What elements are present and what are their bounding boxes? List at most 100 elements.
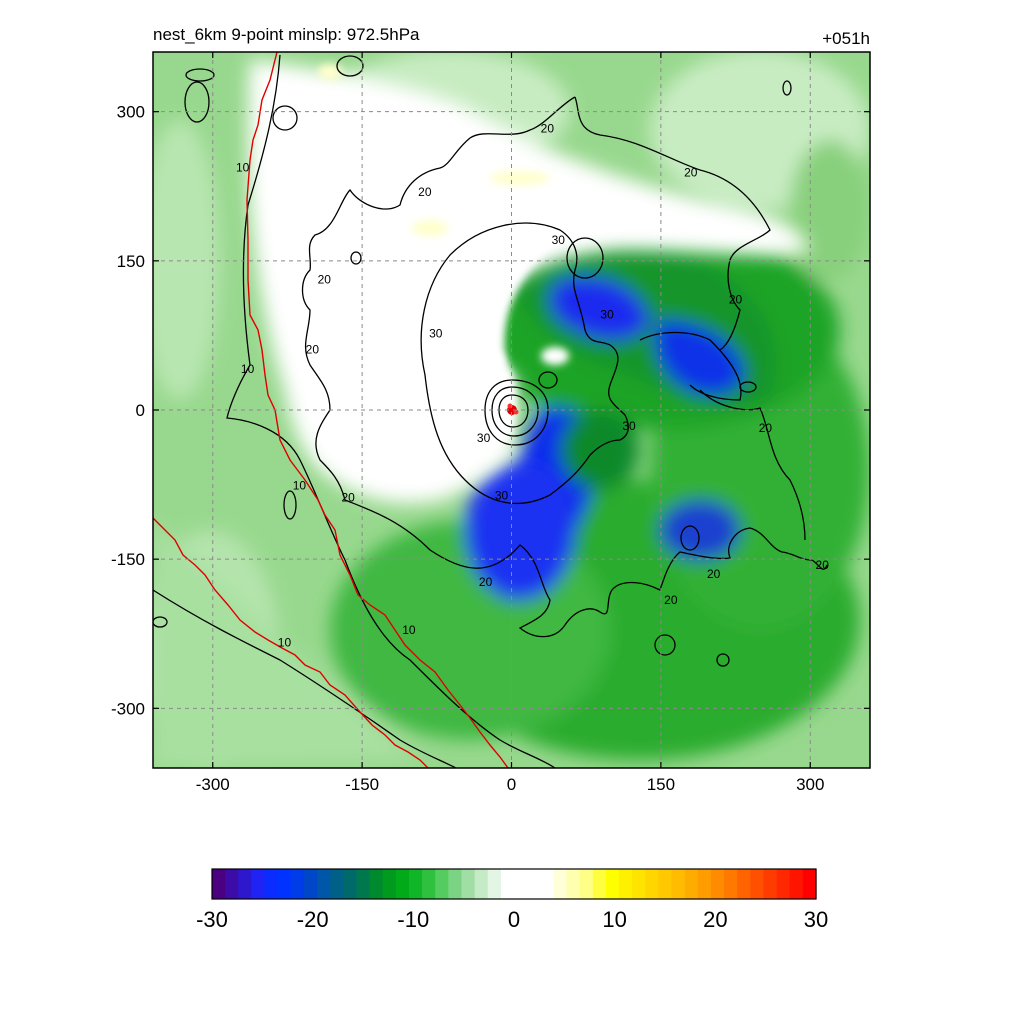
colorbar-swatch xyxy=(645,869,660,899)
colorbar-swatch xyxy=(776,869,791,899)
contour-label: 20 xyxy=(684,165,698,179)
y-axis: 300 150 0 -150 -300 xyxy=(111,103,870,718)
y-tick-label: -150 xyxy=(111,550,145,569)
colorbar-swatch xyxy=(619,869,633,899)
weak-shear-region xyxy=(248,60,810,504)
colorbar-tick-label: -10 xyxy=(397,907,429,932)
colorbar-swatch xyxy=(763,869,778,899)
colorbar-swatch xyxy=(737,869,751,899)
x-tick-label: 0 xyxy=(507,775,516,794)
contour-label: 10 xyxy=(402,623,416,637)
x-tick-label: 300 xyxy=(796,775,824,794)
contour-lines xyxy=(153,54,828,768)
colorbar-frame xyxy=(211,868,817,900)
colorbar-tick-label: 0 xyxy=(508,907,520,932)
contour-label: 30 xyxy=(477,431,491,445)
colorbar-swatch xyxy=(710,869,725,899)
colorbar-swatch xyxy=(395,869,410,899)
contour-20-north xyxy=(574,96,771,351)
colorbar-swatch xyxy=(605,869,620,899)
contour-label: 20 xyxy=(306,342,320,356)
shading-field xyxy=(153,52,870,768)
y-tick-label: -300 xyxy=(111,699,145,718)
contour-30 xyxy=(420,222,629,505)
colorbar-swatch xyxy=(422,869,436,899)
x-tick-label: -150 xyxy=(345,775,379,794)
contour-label: 10 xyxy=(241,362,255,376)
contour-label: 20 xyxy=(418,185,432,199)
coastline xyxy=(153,52,509,768)
y-tick-label: 0 xyxy=(136,401,145,420)
colorbar-tick-label: -20 xyxy=(297,907,329,932)
contour-label: 20 xyxy=(759,421,773,435)
colorbar-swatch xyxy=(724,869,738,899)
x-tick-label: 150 xyxy=(647,775,675,794)
contour-label: 30 xyxy=(622,419,636,433)
colorbar-swatch xyxy=(317,869,331,899)
colorbar-swatch xyxy=(212,869,226,899)
colorbar-swatch xyxy=(369,869,384,899)
contour-30-east xyxy=(639,331,742,401)
colorbar-swatch xyxy=(658,869,673,899)
contour-label: 30 xyxy=(429,326,443,340)
colorbar-swatch xyxy=(632,869,646,899)
colorbar-swatch xyxy=(487,869,502,899)
contour-label: 20 xyxy=(342,491,356,505)
colorbar-swatch xyxy=(527,869,541,899)
plot-area: 10 10 10 10 10 20 20 20 20 20 20 20 20 20 20 20 20 30 30 30… xyxy=(153,52,870,768)
coastline-east xyxy=(246,52,509,768)
colorbar-swatch xyxy=(566,869,581,899)
colorbar-tick-label: 20 xyxy=(703,907,727,932)
contour-label: 20 xyxy=(707,567,721,581)
colorbar-swatch xyxy=(251,869,266,899)
colorbar-swatch xyxy=(592,869,607,899)
coastline-west xyxy=(153,517,429,768)
x-axis: -300 -150 0 150 300 xyxy=(196,52,824,794)
contour-20-east xyxy=(699,389,806,541)
colorbar-swatch xyxy=(356,869,371,899)
colorbar-swatch xyxy=(448,869,463,899)
colorbar-swatch xyxy=(343,869,358,899)
colorbar-swatch xyxy=(382,869,397,899)
forecast-hour-label: +051h xyxy=(822,29,870,48)
colorbar-swatch xyxy=(264,869,279,899)
contour-label: 20 xyxy=(541,122,555,136)
contour-label: 10 xyxy=(236,160,250,174)
colorbar-swatch xyxy=(579,869,594,899)
contour-label: 30 xyxy=(495,489,509,503)
colorbar-swatch xyxy=(238,869,252,899)
colorbar-tick-label: 30 xyxy=(804,907,828,932)
colorbar-swatch xyxy=(671,869,686,899)
contour-label: 10 xyxy=(293,479,307,493)
contour-label: 20 xyxy=(729,293,743,307)
colorbar-swatch xyxy=(789,869,804,899)
contour-label: 20 xyxy=(664,593,678,607)
colorbar-swatch xyxy=(802,869,817,899)
contour-label: 20 xyxy=(816,558,830,572)
colorbar-tick-label: -30 xyxy=(196,907,228,932)
colorbar-swatch xyxy=(225,869,239,899)
colorbar-swatch xyxy=(303,869,318,899)
colorbar-swatch xyxy=(684,869,699,899)
colorbar: -30 -20 -10 0 10 20 30 xyxy=(196,868,828,932)
colorbar-swatch xyxy=(277,869,292,899)
contour-label: 20 xyxy=(479,575,493,589)
colorbar-swatch xyxy=(540,869,554,899)
colorbar-tick-label: 10 xyxy=(602,907,626,932)
contour-30-inner-2 xyxy=(484,379,549,446)
contour-label: 30 xyxy=(552,233,566,247)
contour-labels: 10 10 10 10 10 20 20 20 20 20 20 20 20 20 20 20 20 30 30 30… xyxy=(236,122,830,650)
colorbar-swatch xyxy=(697,869,712,899)
colorbar-swatch xyxy=(330,869,344,899)
contour-closed-cells xyxy=(153,55,792,667)
contour-10-west xyxy=(153,589,457,768)
contour-30-core xyxy=(498,394,529,428)
contour-label: 20 xyxy=(318,273,332,287)
colorbar-swatch xyxy=(435,869,449,899)
colorbar-swatch xyxy=(290,869,305,899)
contour-30-inner-1 xyxy=(491,386,539,437)
colorbar-swatch xyxy=(461,869,476,899)
colorbar-swatch xyxy=(408,869,423,899)
contour-label: 10 xyxy=(278,636,292,650)
